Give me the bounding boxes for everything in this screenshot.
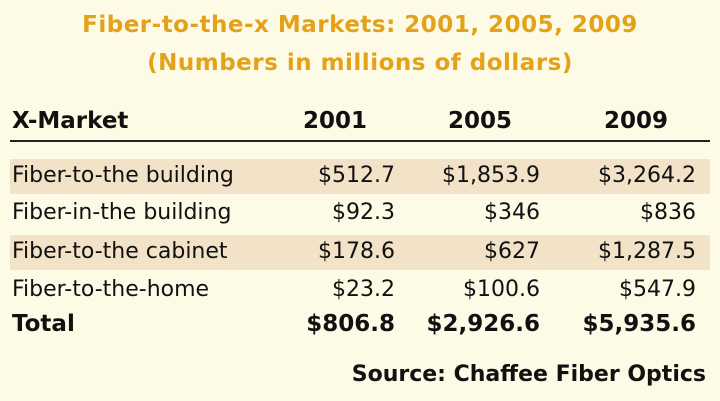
total-label: Total bbox=[12, 311, 75, 337]
total-value-2009: $5,935.6 bbox=[582, 311, 697, 337]
row-label: Fiber-to-the-home bbox=[12, 277, 210, 302]
row-value-2009: $1,287.5 bbox=[598, 239, 696, 264]
row-label: Fiber-to-the cabinet bbox=[12, 239, 228, 264]
total-value-2005: $2,926.6 bbox=[426, 311, 541, 337]
row-value-2009: $836 bbox=[640, 200, 696, 225]
row-value-2001: $512.7 bbox=[318, 163, 395, 188]
row-value-2009: $547.9 bbox=[619, 277, 696, 302]
table-subtitle: (Numbers in millions of dollars) bbox=[147, 50, 573, 76]
row-value-2005: $346 bbox=[484, 200, 540, 225]
row-label: Fiber-in-the building bbox=[12, 200, 232, 225]
row-value-2001: $178.6 bbox=[318, 239, 395, 264]
column-header-2005: 2005 bbox=[448, 108, 513, 134]
row-label: Fiber-to-the building bbox=[12, 163, 234, 188]
row-band bbox=[10, 235, 710, 270]
row-value-2005: $100.6 bbox=[463, 277, 540, 302]
column-header-2001: 2001 bbox=[303, 108, 368, 134]
row-value-2005: $1,853.9 bbox=[442, 163, 540, 188]
row-band bbox=[10, 159, 710, 194]
source-note: Source: Chaffee Fiber Optics bbox=[351, 362, 706, 387]
row-value-2001: $23.2 bbox=[332, 277, 395, 302]
total-value-2001: $806.8 bbox=[306, 311, 395, 337]
table-title: Fiber-to-the-x Markets: 2001, 2005, 2009 bbox=[82, 12, 638, 38]
row-value-2009: $3,264.2 bbox=[598, 163, 696, 188]
column-header-x-market: X-Market bbox=[12, 108, 129, 134]
column-header-2009: 2009 bbox=[604, 108, 669, 134]
row-value-2001: $92.3 bbox=[332, 200, 395, 225]
row-value-2005: $627 bbox=[484, 239, 540, 264]
header-divider bbox=[10, 140, 710, 142]
